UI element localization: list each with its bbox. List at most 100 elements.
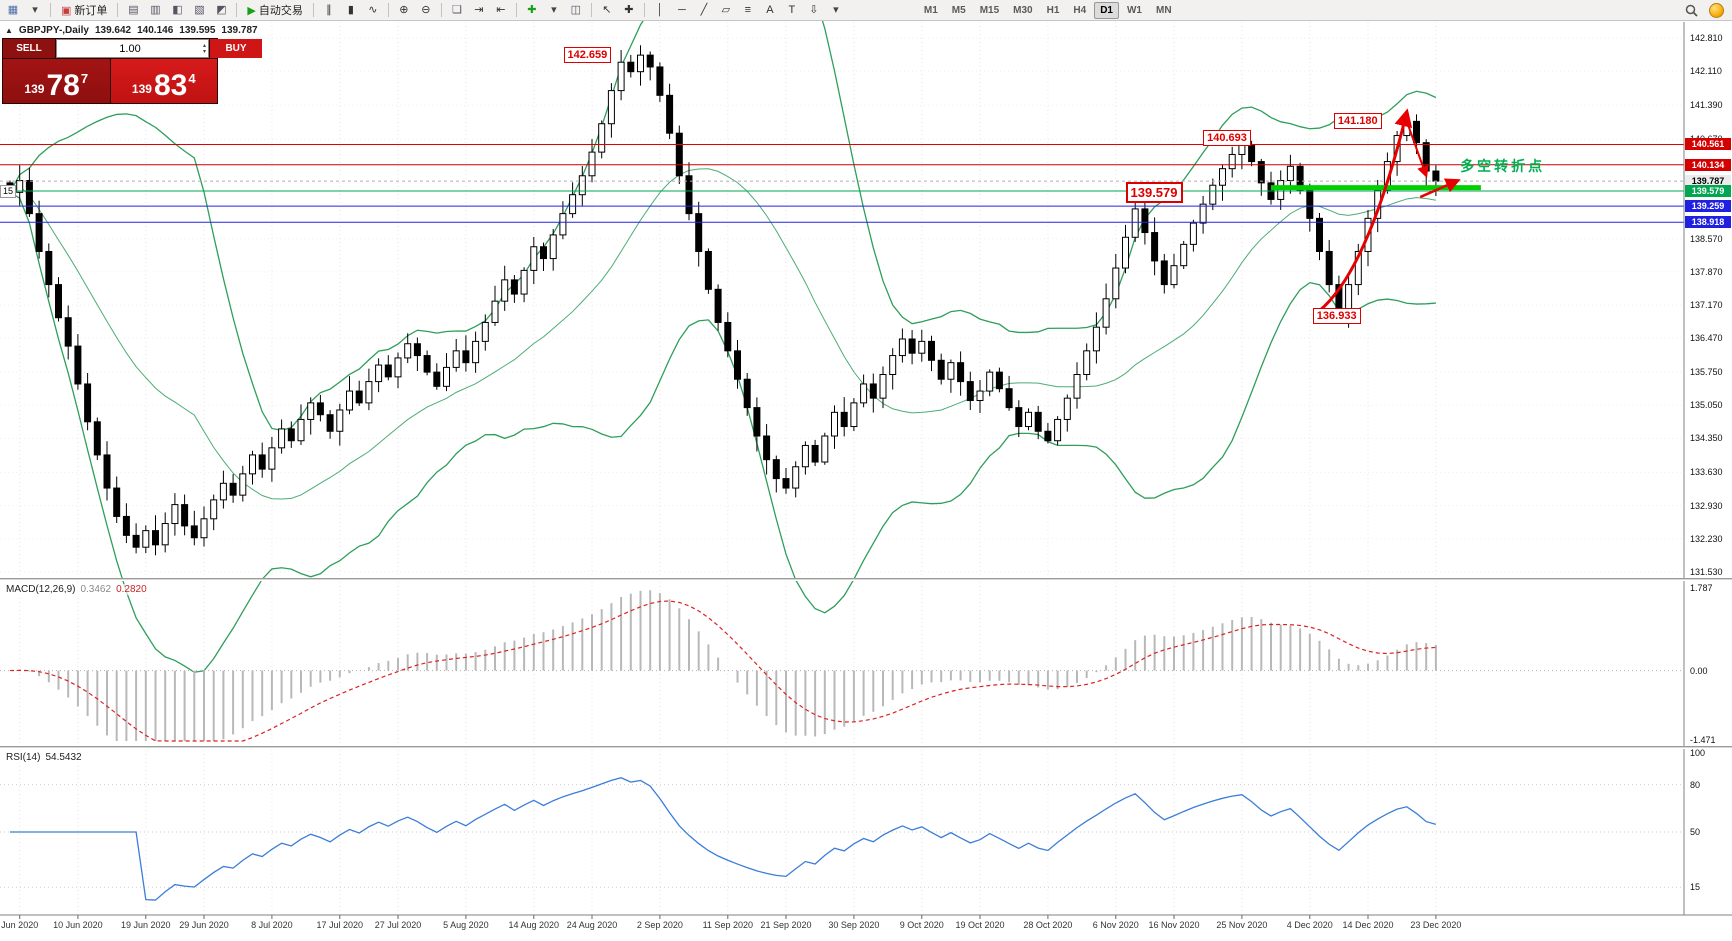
quote-high: 140.146	[137, 25, 174, 36]
left-edge-label-fragment: 15	[0, 185, 17, 198]
price-axis-badge: 139.787	[1685, 175, 1731, 188]
price-axis-tick: 135.050	[1690, 400, 1723, 411]
sell-price-prefix: 139	[24, 82, 45, 96]
date-label: Jun 2020	[1, 920, 39, 930]
timeframe-h1[interactable]: H1	[1041, 2, 1066, 19]
toolbar-separator	[117, 3, 119, 17]
date-label: 14 Aug 2020	[508, 920, 560, 930]
price-axis-tick: 142.810	[1690, 33, 1723, 44]
symbol-info: ▲ GBPJPY-,Daily 139.642 140.146 139.595 …	[5, 25, 258, 37]
volume-field[interactable]: ▴ ▾	[56, 39, 210, 58]
toolbar: ▦ ▾ ▣ 新订单 ▤ ▥ ◧ ▧ ◩ ▶ 自动交易 ∥ ▮ ∿ ⊕ ⊖ ❏ ⇥ ⇤ ✚ ▾ ◫ ↖ ✚ │ ─ ╱ ▱ ≡ A T ⇩ ▾ M…	[0, 0, 1732, 21]
indicators-dropdown-icon[interactable]: ▾	[551, 4, 557, 16]
auto-trading-button[interactable]: ▶ 自动交易	[241, 0, 308, 20]
zoom-out-icon[interactable]: ⊖	[421, 4, 431, 16]
volume-spinner[interactable]: ▴ ▾	[203, 43, 208, 55]
indicators-icon[interactable]: ✚	[527, 4, 537, 16]
community-alert-icon[interactable]	[1709, 2, 1724, 18]
objects-dropdown-icon[interactable]: ▾	[833, 4, 839, 16]
price-axis-tick: 133.630	[1690, 467, 1723, 478]
auto-scroll-icon[interactable]: ⇥	[474, 4, 484, 16]
sell-button[interactable]: SELL	[3, 39, 55, 58]
price-axis-tick: 135.750	[1690, 367, 1723, 378]
channel-icon[interactable]: ▱	[721, 4, 731, 16]
price-axis-tick: 132.930	[1690, 500, 1723, 511]
timeframe-mn[interactable]: MN	[1150, 2, 1178, 19]
volume-down-icon[interactable]: ▾	[203, 48, 207, 55]
toolbar-separator	[515, 3, 517, 17]
timeframe-h4[interactable]: H4	[1067, 2, 1092, 19]
toolbar-right-group	[1680, 1, 1732, 19]
date-label: 9 Oct 2020	[899, 920, 944, 930]
terminal-icon[interactable]: ▧	[194, 4, 205, 16]
date-label: 23 Dec 2020	[1410, 920, 1462, 930]
bar-chart-icon[interactable]: ∥	[326, 4, 332, 16]
buy-button[interactable]: BUY	[210, 39, 263, 58]
date-label: 8 Jul 2020	[251, 920, 293, 930]
date-label: 4 Dec 2020	[1286, 920, 1333, 930]
price-axis-tick: 137.170	[1690, 299, 1723, 310]
new-order-button[interactable]: ▣ 新订单	[55, 0, 113, 20]
tile-windows-icon[interactable]: ❏	[451, 4, 462, 16]
rsi-name: RSI(14)	[6, 752, 41, 763]
price-axis-tick: 142.110	[1690, 66, 1722, 77]
arrows-icon[interactable]: ⇩	[809, 4, 819, 16]
chart-shift-icon[interactable]: ⇤	[496, 4, 506, 16]
timeframe-m1[interactable]: M1	[918, 2, 944, 19]
price-annotation[interactable]: 136.933	[1312, 308, 1361, 325]
macd-signal-value: 0.2820	[116, 584, 147, 595]
date-label: 19 Oct 2020	[955, 920, 1005, 930]
macd-indicator-label: MACD(12,26,9) 0.3462 0.2820	[4, 584, 149, 595]
cursor-icon[interactable]: ↖	[602, 4, 612, 16]
price-annotation[interactable]: 140.693	[1203, 130, 1251, 147]
market-watch-icon[interactable]: ▤	[128, 4, 139, 16]
profiles-dropdown-icon[interactable]: ▾	[32, 4, 38, 16]
toolbar-separator	[643, 3, 645, 17]
pane-separator-rsi[interactable]	[0, 746, 1732, 749]
toolbar-icon-group: ▦ ▾ ▣ 新订单 ▤ ▥ ◧ ▧ ◩ ▶ 自动交易 ∥ ▮ ∿ ⊕ ⊖ ❏ ⇥ ⇤ ✚ ▾ ◫ ↖ ✚ │ ─ ╱ ▱ ≡ A T ⇩ ▾	[2, 0, 847, 20]
date-label: 27 Jul 2020	[374, 920, 422, 930]
label-icon[interactable]: T	[788, 4, 796, 16]
date-label: 21 Sep 2020	[760, 920, 812, 930]
crosshair-icon[interactable]: ✚	[624, 4, 634, 16]
turning-point-label[interactable]: 多空转折点	[1460, 157, 1546, 174]
date-label: 25 Nov 2020	[1216, 920, 1268, 930]
timeframe-toolbar: M1 M5 M15 M30 H1 H4 D1 W1 MN	[917, 1, 1179, 19]
price-annotation[interactable]: 142.659	[563, 47, 612, 64]
timeframe-m15[interactable]: M15	[974, 2, 1005, 19]
timeframe-d1[interactable]: D1	[1094, 1, 1119, 19]
line-chart-icon[interactable]: ∿	[368, 4, 378, 16]
fibonacci-icon[interactable]: ≡	[744, 4, 752, 16]
timeframe-w1[interactable]: W1	[1121, 2, 1148, 19]
trendline-icon[interactable]: ╱	[700, 4, 708, 16]
volume-up-icon[interactable]: ▴	[203, 42, 207, 49]
strategy-tester-icon[interactable]: ◩	[216, 4, 227, 16]
price-annotation[interactable]: 141.180	[1333, 113, 1382, 130]
text-icon[interactable]: A	[766, 4, 774, 16]
date-label: 2 Sep 2020	[636, 920, 683, 930]
sell-price-button[interactable]: 139 78 7	[3, 59, 110, 103]
toolbar-separator	[236, 3, 238, 17]
vertical-line-icon[interactable]: │	[656, 4, 664, 16]
data-window-icon[interactable]: ▥	[150, 4, 161, 16]
templates-icon[interactable]: ◫	[570, 4, 582, 16]
timeframe-m5[interactable]: M5	[946, 2, 972, 19]
zoom-in-icon[interactable]: ⊕	[399, 4, 409, 16]
horizontal-line-icon[interactable]: ─	[677, 4, 686, 16]
volume-input[interactable]	[57, 41, 203, 56]
price-axis-tick: 137.870	[1690, 266, 1723, 277]
timeframe-m30[interactable]: M30	[1007, 2, 1038, 19]
navigator-icon[interactable]: ◧	[172, 4, 183, 16]
price-axis-badge: 139.259	[1685, 200, 1731, 213]
pane-separator-macd[interactable]	[0, 578, 1732, 581]
price-annotation[interactable]: 139.579	[1125, 181, 1183, 203]
price-axis-tick: 136.470	[1690, 333, 1723, 344]
price-axis-badge: 138.918	[1685, 216, 1731, 229]
search-icon[interactable]	[1681, 1, 1701, 19]
date-label: 16 Nov 2020	[1148, 920, 1200, 930]
new-chart-icon[interactable]: ▦	[7, 4, 19, 16]
candle-chart-icon[interactable]: ▮	[347, 4, 354, 16]
buy-price-button[interactable]: 139 83 4	[110, 59, 217, 103]
